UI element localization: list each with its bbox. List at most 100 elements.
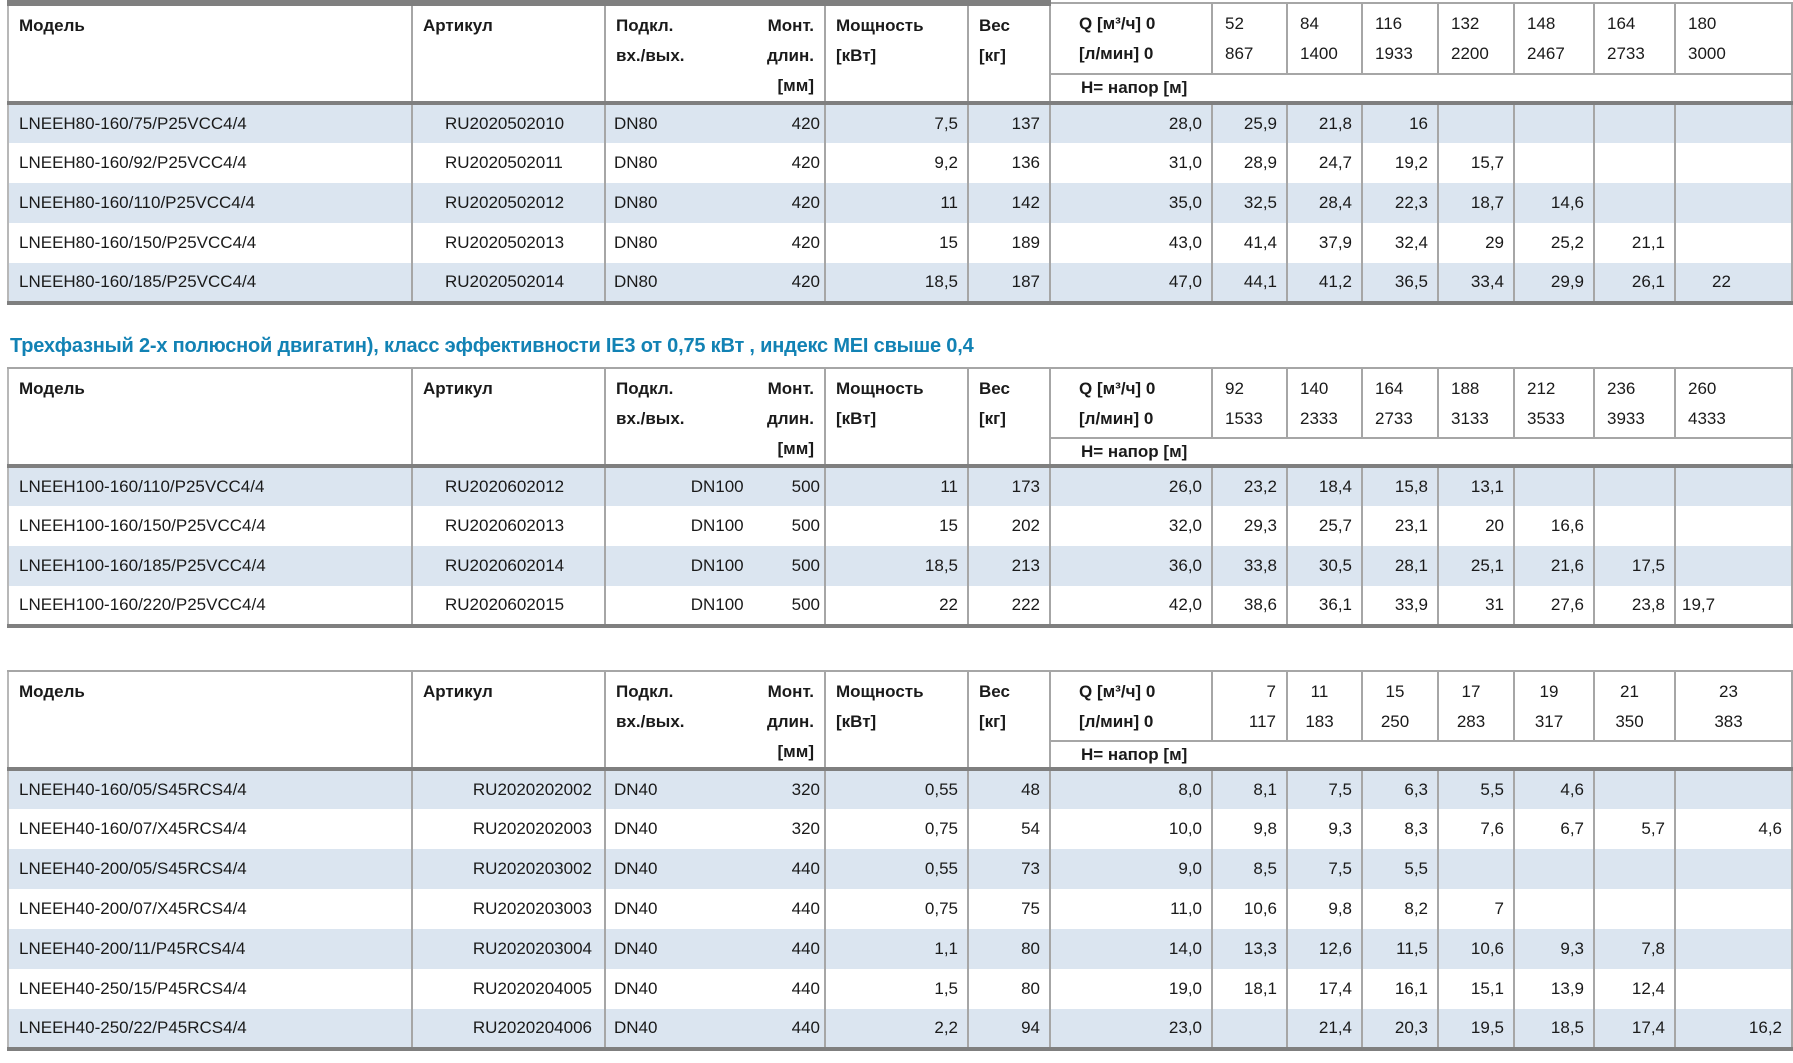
column-header-flow: 180 3000 [1675, 1, 1793, 75]
column-header-flow: 140 2333 [1287, 367, 1363, 438]
cell-head-q0: 28,0 [1050, 103, 1213, 143]
table-row: LNEEH100-160/185/P25VCC4/4 RU2020602014 DN… [7, 546, 1793, 586]
cell-head-value: 21,8 [1287, 103, 1363, 143]
table-row: LNEEH40-160/05/S45RCS4/4 RU2020202002 DN40… [7, 769, 1793, 809]
cell-head-value: 41,2 [1287, 263, 1363, 305]
pump-table-section-1: Модель Артикул Подкл. вх./вых. Монт. длин. [мм… [7, 0, 1793, 305]
cell-head-value: 25,7 [1287, 506, 1363, 546]
column-header-model: Модель [7, 367, 413, 468]
cell-model: LNEEH80-160/185/P25VCC4/4 [7, 263, 413, 305]
cell-weight: 48 [968, 769, 1051, 809]
cell-model: LNEEH100-160/150/P25VCC4/4 [7, 506, 413, 546]
table-row: LNEEH40-200/05/S45RCS4/4 RU2020203002 DN40… [7, 849, 1793, 889]
table-row: LNEEH80-160/92/P25VCC4/4 RU2020502011 DN80… [7, 143, 1793, 183]
cell-article: RU2020204005 [412, 969, 606, 1009]
cell-dn: DN40 [614, 819, 658, 838]
cell-head-value: 31 [1438, 586, 1515, 628]
header-row: Модель Артикул Подкл. вх./вых. Монт. длин. [мм… [7, 0, 1793, 105]
cell-head-value: 21,6 [1514, 546, 1595, 586]
cell-head-q0: 11,0 [1050, 889, 1213, 929]
cell-article: RU2020602015 [412, 586, 606, 628]
cell-mount-length: 420 [791, 153, 820, 172]
cell-head-value: 26,1 [1594, 263, 1676, 305]
cell-model: LNEEH40-160/05/S45RCS4/4 [7, 769, 413, 809]
cell-head-value: 12,6 [1287, 929, 1363, 969]
cell-head-value: 10,6 [1438, 929, 1515, 969]
cell-head-value: 24,7 [1287, 143, 1363, 183]
column-header-model: Модель [7, 670, 413, 771]
cell-head-value: 25,1 [1438, 546, 1515, 586]
cell-article: RU2020502013 [412, 223, 606, 263]
column-header-flow: 84 1400 [1287, 1, 1363, 75]
cell-head-value: 17,5 [1594, 546, 1676, 586]
cell-model: LNEEH100-160/220/P25VCC4/4 [7, 586, 413, 628]
cell-head-q0: 31,0 [1050, 143, 1213, 183]
cell-power: 7,5 [825, 103, 969, 143]
cell-dn: DN80 [614, 272, 658, 291]
cell-article: RU2020502014 [412, 263, 606, 305]
column-header-article: Артикул [412, 367, 606, 468]
cell-head-value: 23,8 [1594, 586, 1676, 628]
cell-head-value: 22 [1675, 263, 1793, 305]
cell-head-value: 18,7 [1438, 183, 1515, 223]
column-header-flow: 23 383 [1675, 670, 1793, 741]
column-header-flow: 11 183 [1287, 670, 1363, 741]
column-header-connection: Подкл. вх./вых. Монт. длин. [мм] [605, 0, 826, 105]
column-header-flow-q: Q [м³/ч] 0 [л/мин] 0 [1050, 367, 1213, 438]
cell-article: RU2020202003 [412, 809, 606, 849]
cell-head-value [1594, 506, 1676, 546]
column-header-weight: Вес [кг] [968, 367, 1051, 468]
cell-head-value: 44,1 [1212, 263, 1288, 305]
cell-head-value: 28,9 [1212, 143, 1288, 183]
cell-head-value: 33,4 [1438, 263, 1515, 305]
cell-head-value: 29,9 [1514, 263, 1595, 305]
cell-connection: DN100 500 [605, 506, 826, 546]
cell-connection: DN100 500 [605, 466, 826, 506]
cell-head-value: 25,2 [1514, 223, 1595, 263]
cell-weight: 94 [968, 1009, 1051, 1051]
pump-spec-table: Модель Артикул Подкл. вх./вых. Монт. длин. [мм… [7, 367, 1793, 628]
column-header-connection: Подкл. вх./вых. Монт. длин. [мм] [605, 670, 826, 771]
cell-head-value: 19,5 [1438, 1009, 1515, 1051]
cell-mount-length: 420 [791, 272, 820, 291]
cell-head-value [1594, 103, 1676, 143]
cell-head-value: 6,3 [1362, 769, 1439, 809]
cell-head-value: 36,5 [1362, 263, 1439, 305]
cell-power: 1,1 [825, 929, 969, 969]
cell-power: 15 [825, 223, 969, 263]
cell-power: 11 [825, 466, 969, 506]
cell-connection: DN100 500 [605, 586, 826, 628]
cell-power: 0,75 [825, 889, 969, 929]
cell-weight: 80 [968, 969, 1051, 1009]
column-header-article: Артикул [412, 670, 606, 771]
cell-head-value [1594, 183, 1676, 223]
cell-head-value: 29,3 [1212, 506, 1288, 546]
cell-connection: DN100 500 [605, 546, 826, 586]
cell-power: 15 [825, 506, 969, 546]
table-row: LNEEH100-160/110/P25VCC4/4 RU2020602012 DN… [7, 466, 1793, 506]
cell-head-value [1514, 143, 1595, 183]
cell-head-value: 9,3 [1514, 929, 1595, 969]
cell-head-value [1594, 889, 1676, 929]
cell-dn: DN80 [614, 193, 658, 212]
cell-head-value: 37,9 [1287, 223, 1363, 263]
cell-power: 1,5 [825, 969, 969, 1009]
cell-head-q0: 36,0 [1050, 546, 1213, 586]
cell-dn: DN100 [690, 556, 744, 575]
cell-head-q0: 14,0 [1050, 929, 1213, 969]
cell-weight: 213 [968, 546, 1051, 586]
cell-dn: DN80 [614, 114, 658, 133]
cell-power: 22 [825, 586, 969, 628]
cell-article: RU2020203003 [412, 889, 606, 929]
cell-head-value: 15,8 [1362, 466, 1439, 506]
cell-weight: 187 [968, 263, 1051, 305]
cell-model: LNEEH40-200/11/P45RCS4/4 [7, 929, 413, 969]
cell-weight: 136 [968, 143, 1051, 183]
cell-mount-length: 500 [791, 516, 820, 535]
cell-head-value: 5,7 [1594, 809, 1676, 849]
cell-dn: DN40 [614, 899, 658, 918]
head-subheader-row: H= напор [м] [8, 73, 1793, 105]
cell-head-value: 32,5 [1212, 183, 1288, 223]
cell-head-value: 18,4 [1287, 466, 1363, 506]
cell-head-value: 18,5 [1514, 1009, 1595, 1051]
